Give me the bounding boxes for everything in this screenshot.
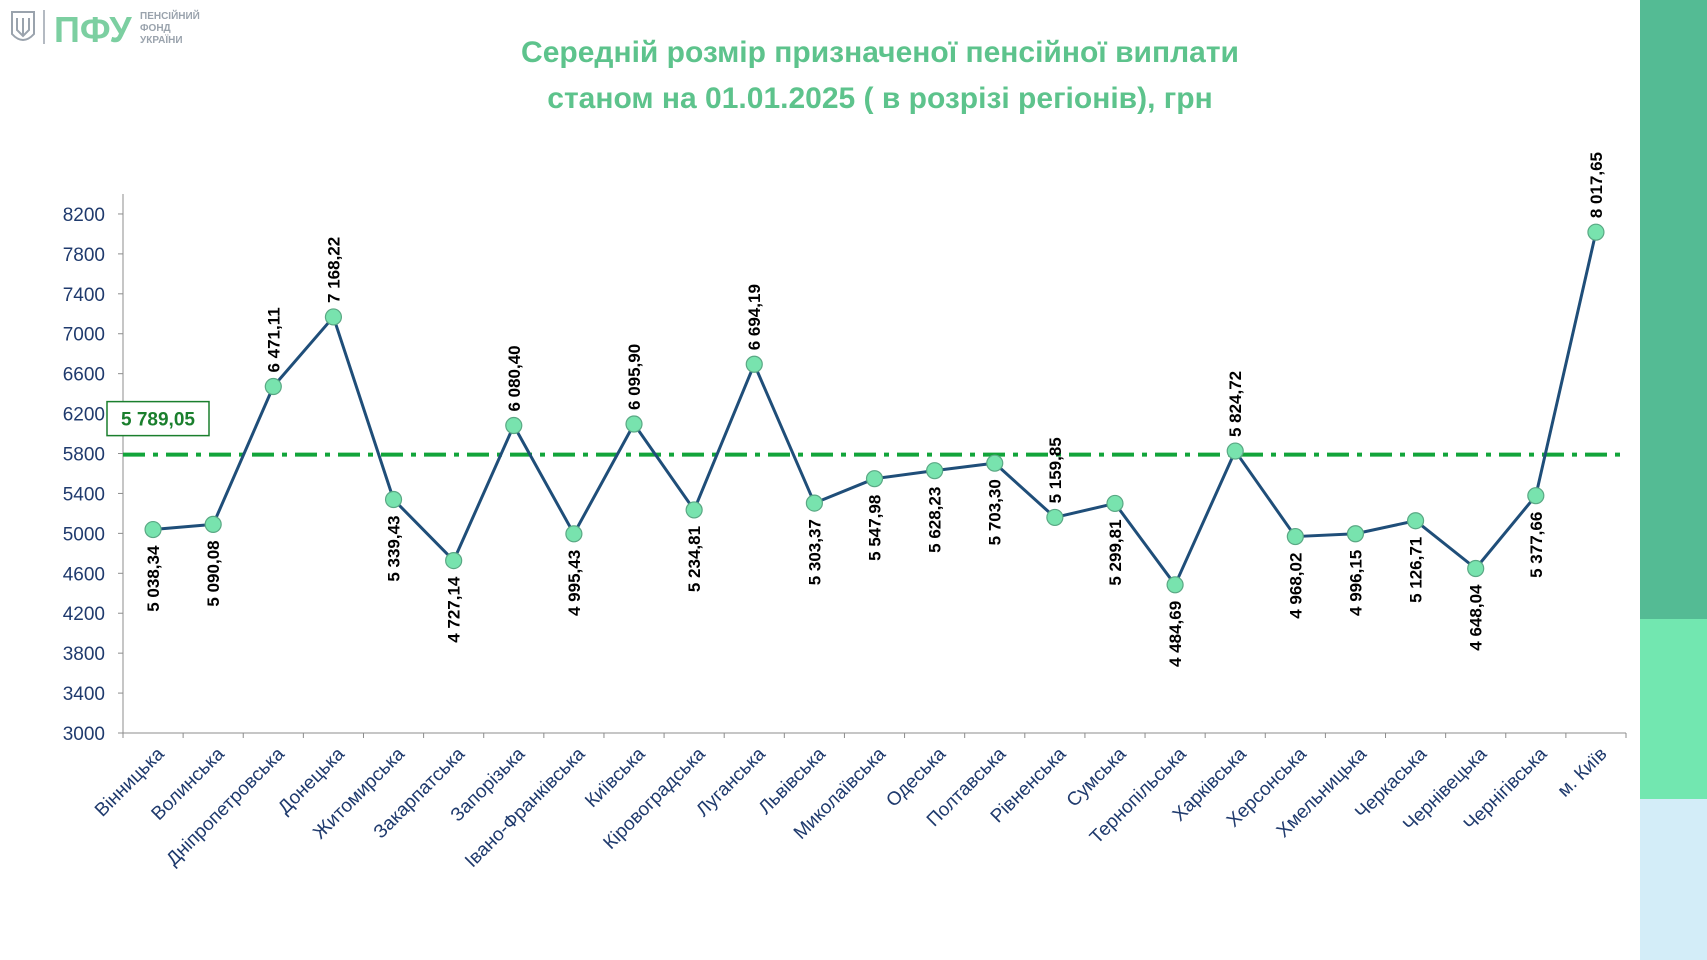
data-value-label: 8 017,65 [1587, 152, 1606, 218]
data-point-marker [565, 525, 583, 543]
chart-title: Середній розмір призначеної пенсійної ви… [380, 30, 1380, 122]
y-tick-label: 3800 [63, 644, 105, 665]
y-tick-label: 7400 [63, 285, 105, 306]
chart-title-line-2: станом на 01.01.2025 ( в розрізі регіоні… [547, 82, 1213, 115]
average-label-box [106, 400, 210, 437]
y-tick-label: 3400 [63, 684, 105, 705]
side-bar-green-top [1640, 0, 1707, 619]
data-value-label: 4 996,15 [1346, 550, 1365, 616]
data-point-marker [1226, 442, 1244, 460]
data-point-marker [204, 515, 222, 533]
y-tick-label: 4200 [63, 604, 105, 625]
data-point-marker [745, 355, 763, 373]
data-value-label: 5 547,98 [866, 495, 885, 561]
data-point-marker [1106, 494, 1124, 513]
x-category-label: м. Київ [1554, 744, 1612, 802]
data-value-label: 5 303,37 [805, 519, 824, 585]
data-point-marker [1527, 487, 1545, 505]
data-point-marker [505, 416, 523, 435]
logo-line-3: УКРАЇНИ [140, 33, 183, 46]
chart-title-line-1: Середній розмір призначеної пенсійної ви… [521, 36, 1239, 69]
x-category-label: Кіровоградська [600, 743, 710, 853]
data-point-marker [384, 490, 403, 509]
data-value-label: 5 824,72 [1226, 371, 1245, 437]
data-point-marker [445, 552, 463, 570]
side-bar-blue-bottom [1640, 799, 1707, 960]
y-tick-label: 6600 [63, 365, 105, 386]
data-value-label: 6 095,90 [625, 344, 644, 410]
data-value-label: 6 694,19 [745, 284, 764, 350]
data-value-label: 5 126,71 [1407, 537, 1426, 603]
y-tick-label: 5800 [63, 445, 105, 466]
y-tick-label: 5000 [63, 524, 105, 545]
data-value-label: 5 377,66 [1527, 512, 1546, 578]
data-point-marker [926, 462, 944, 480]
y-tick-label: 5400 [63, 484, 105, 505]
data-point-marker [1046, 508, 1064, 527]
data-point-marker [1406, 512, 1425, 530]
data-value-label: 4 484,69 [1166, 601, 1185, 667]
side-bar-green-middle [1640, 619, 1707, 799]
data-point-marker [625, 415, 643, 433]
data-point-marker [865, 470, 884, 488]
data-value-label: 5 339,43 [385, 515, 404, 581]
decorative-side-bar [1640, 0, 1707, 960]
logo-line-2: ФОНД [140, 23, 171, 34]
data-value-label: 5 628,23 [926, 487, 945, 553]
data-value-label: 6 471,11 [264, 307, 283, 372]
data-value-label: 7 168,22 [324, 237, 343, 303]
data-point-marker [324, 308, 343, 326]
data-point-marker [1467, 559, 1485, 578]
data-point-marker [805, 494, 823, 512]
y-tick-label: 4600 [63, 564, 105, 585]
data-value-label: 5 703,30 [986, 479, 1005, 545]
y-tick-label: 6200 [63, 405, 105, 426]
data-value-label: 4 648,04 [1467, 584, 1486, 651]
logo-mark: ПФУ [54, 9, 132, 50]
y-tick-label: 7000 [63, 325, 105, 346]
data-point-marker [264, 377, 282, 396]
pfu-logo: ПФУ ПЕНСІЙНИЙ ФОНД УКРАЇНИ [8, 6, 208, 50]
data-point-marker [1587, 223, 1605, 241]
data-point-marker [1346, 525, 1365, 543]
average-label: 5 789,05 [121, 410, 195, 431]
data-value-label: 4 995,43 [565, 550, 584, 616]
data-value-label: 5 038,34 [144, 545, 163, 612]
data-point-marker [1166, 576, 1184, 594]
trident-emblem-icon [11, 11, 35, 41]
data-point-marker [144, 520, 162, 539]
data-point-marker [685, 501, 703, 519]
line-chart: 3000 3400 3800 4200 4600 5000 5400 5800 6200 6600… [63, 152, 1627, 872]
data-value-label: 4 727,14 [445, 576, 464, 643]
y-tick-label: 7800 [63, 245, 105, 266]
x-category-label: Івано-Франківська [461, 743, 590, 872]
data-value-label: 4 968,02 [1286, 553, 1305, 619]
data-value-label: 5 234,81 [685, 526, 704, 592]
data-value-label: 5 299,81 [1106, 519, 1125, 585]
x-category-label: Дніпропетровська [163, 743, 290, 870]
logo-line-1: ПЕНСІЙНИЙ [140, 9, 200, 22]
y-tick-label: 8200 [63, 205, 105, 226]
pfu-logo-graphic: ПФУ ПЕНСІЙНИЙ ФОНД УКРАЇНИ [11, 9, 200, 50]
y-tick-label: 3000 [63, 724, 105, 745]
data-value-label: 5 159,85 [1046, 437, 1065, 503]
data-value-label: 6 080,40 [505, 345, 524, 411]
data-point-marker [1286, 527, 1304, 546]
data-value-label: 5 090,08 [204, 540, 223, 606]
data-point-marker [986, 454, 1004, 472]
